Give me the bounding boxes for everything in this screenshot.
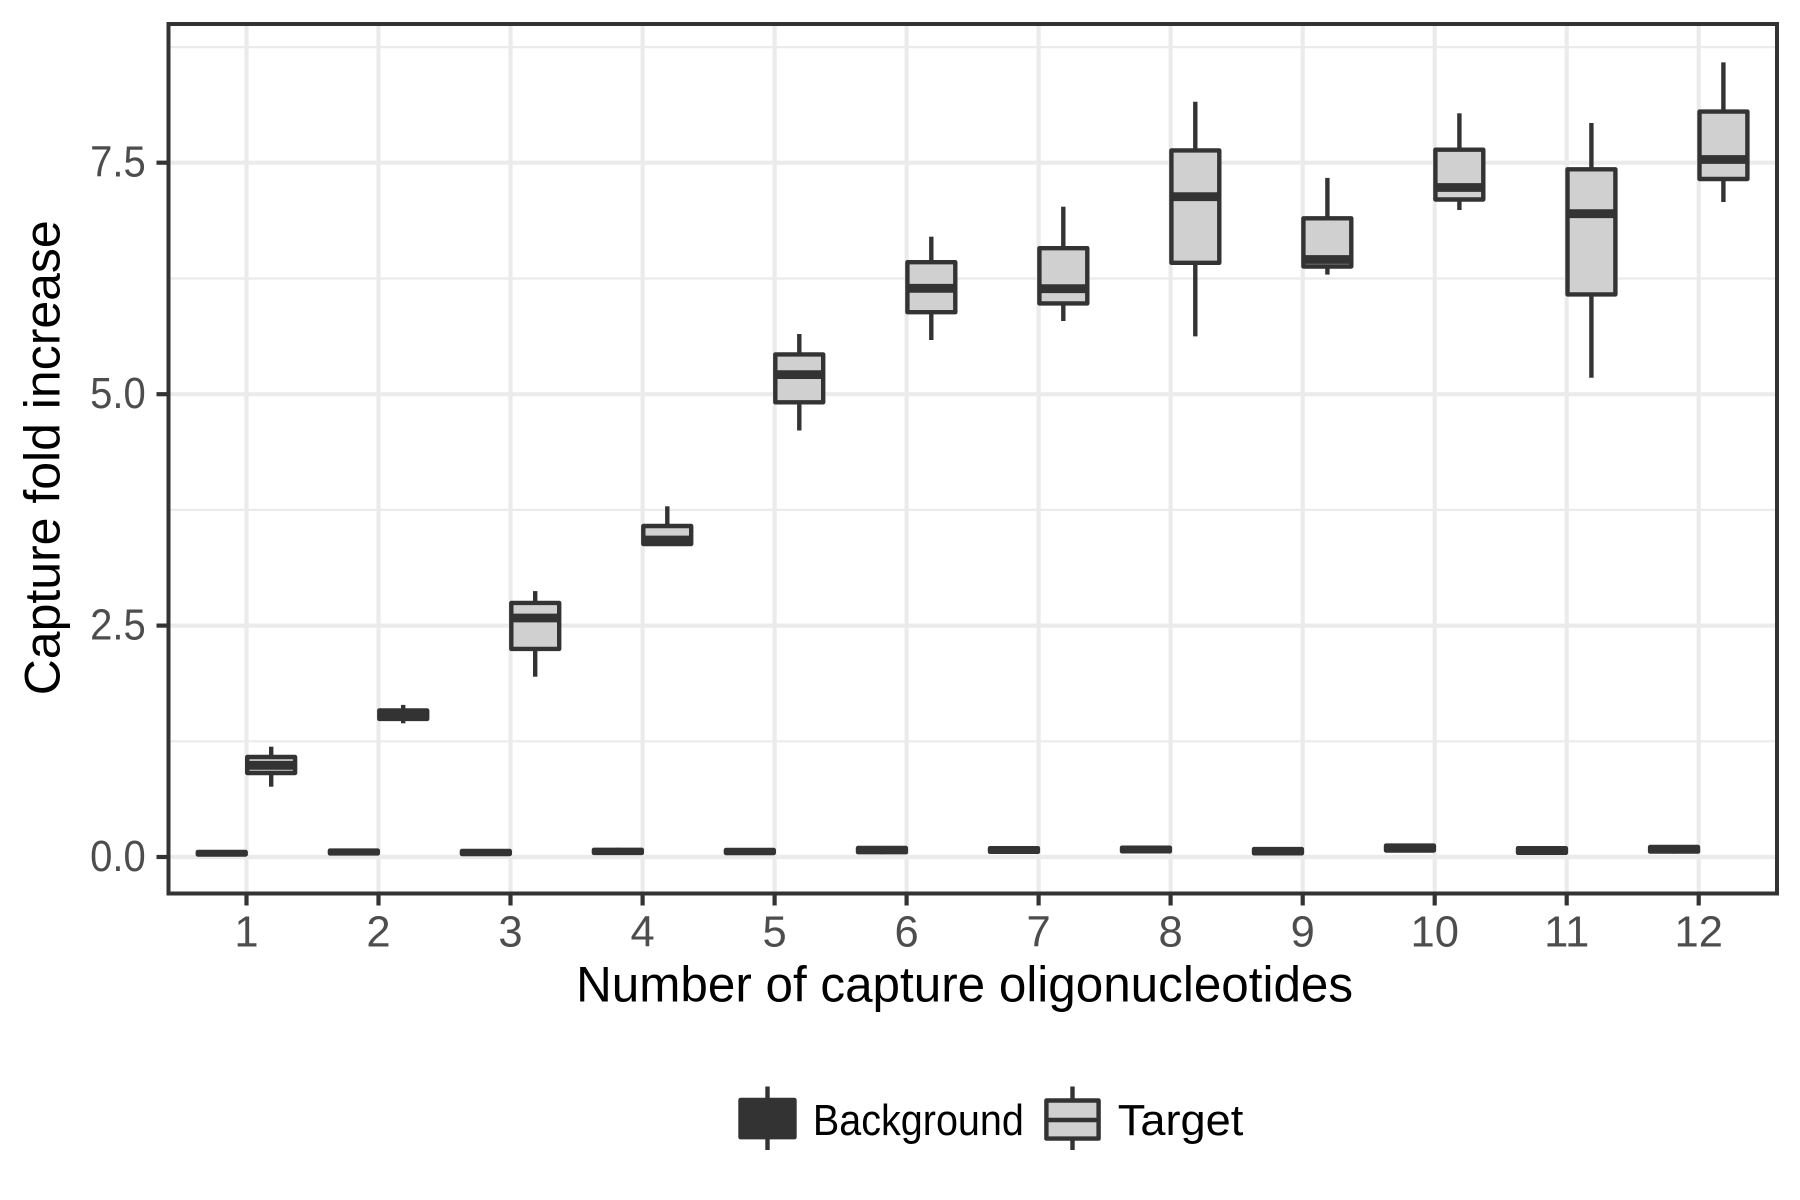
svg-text:2.5: 2.5 xyxy=(90,601,146,650)
svg-text:2: 2 xyxy=(366,909,390,957)
svg-text:8: 8 xyxy=(1158,909,1182,957)
svg-text:1: 1 xyxy=(234,909,258,957)
svg-text:6: 6 xyxy=(894,909,918,957)
svg-text:11: 11 xyxy=(1544,909,1589,957)
svg-text:5.0: 5.0 xyxy=(90,369,146,418)
svg-text:0.0: 0.0 xyxy=(90,832,146,881)
svg-text:9: 9 xyxy=(1291,909,1315,957)
svg-text:7.5: 7.5 xyxy=(90,138,146,187)
svg-text:Number of capture oligonucleot: Number of capture oligonucleotides xyxy=(576,957,1353,1013)
svg-text:Capture fold increase: Capture fold increase xyxy=(15,220,71,695)
svg-text:5: 5 xyxy=(762,909,786,957)
svg-text:Target: Target xyxy=(1118,1096,1244,1145)
svg-text:7: 7 xyxy=(1026,909,1050,957)
svg-text:4: 4 xyxy=(630,909,654,957)
svg-text:12: 12 xyxy=(1675,909,1723,957)
svg-text:Background: Background xyxy=(813,1096,1024,1145)
svg-text:3: 3 xyxy=(498,909,522,957)
svg-text:10: 10 xyxy=(1411,909,1459,957)
